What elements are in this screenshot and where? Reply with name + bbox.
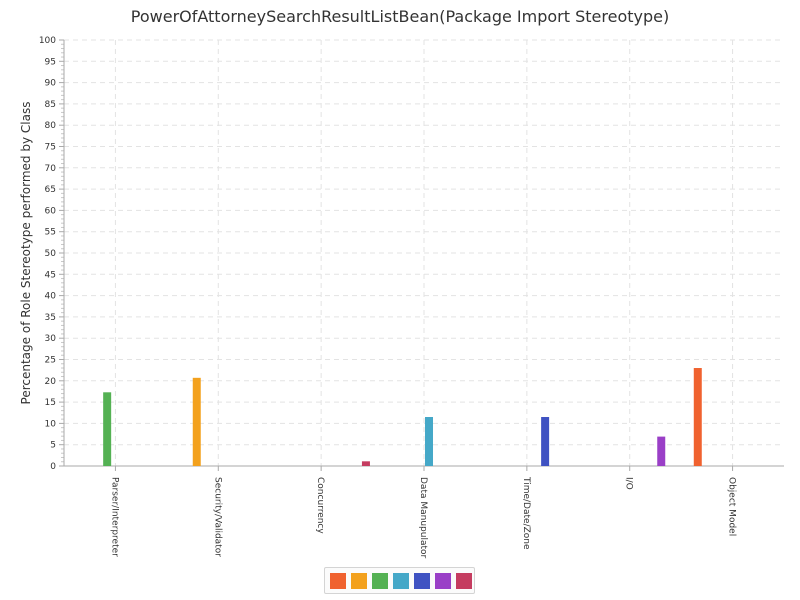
y-tick-label: 15 (45, 398, 56, 408)
y-tick-label: 80 (45, 121, 57, 131)
x-tick-label: Data Manupulator (418, 477, 428, 559)
y-tick-label: 35 (45, 313, 56, 323)
bar (693, 368, 702, 466)
y-tick-label: 10 (45, 419, 57, 429)
y-tick-label: 20 (45, 377, 57, 387)
y-tick-label: 30 (45, 334, 57, 344)
tick-labels: 0 5 10 15 20 25 30 35 40 45 50 55 60 65 70 75 80 85 90 95 10… (39, 36, 737, 559)
bar (361, 461, 370, 466)
x-tick-label: Object Model (727, 477, 737, 536)
legend-swatch (351, 572, 367, 589)
y-tick-label: 65 (45, 185, 56, 195)
legend-swatch (414, 572, 430, 589)
y-tick-label: 5 (50, 441, 56, 451)
y-axis-label: Percentage of Role Stereotype performed … (19, 102, 33, 405)
y-tick-label: 95 (45, 57, 56, 67)
y-tick-label: 0 (50, 462, 56, 472)
y-tick-label: 45 (45, 270, 56, 280)
bar (425, 417, 433, 466)
y-tick-label: 75 (45, 143, 56, 153)
y-tick-label: 40 (45, 292, 57, 302)
legend (324, 567, 475, 594)
bar (103, 392, 112, 466)
x-tick-label: Parser/Interpreter (109, 477, 119, 557)
legend-swatch (372, 572, 388, 589)
bar (657, 436, 666, 466)
bar (192, 377, 201, 466)
gridlines (64, 39, 784, 466)
y-tick-label: 90 (45, 79, 57, 89)
legend-swatch (456, 572, 472, 589)
x-tick-label: Time/Date/Zone (521, 476, 531, 550)
y-tick-label: 70 (45, 164, 57, 174)
x-tick-label: I/O (624, 477, 634, 490)
y-tick-label: 25 (45, 356, 56, 366)
bar (541, 417, 550, 466)
y-tick-label: 100 (39, 36, 56, 46)
legend-swatch (330, 572, 346, 589)
y-tick-label: 85 (45, 100, 56, 110)
axes (59, 39, 784, 471)
chart-title: PowerOfAttorneySearchResultListBean(Pack… (130, 7, 670, 26)
y-tick-label: 50 (45, 249, 57, 259)
y-tick-label: 60 (45, 206, 57, 216)
bars (103, 368, 702, 466)
x-tick-label: Security/Validator (212, 477, 222, 557)
x-tick-label: Concurrency (315, 477, 325, 534)
legend-swatch (393, 572, 409, 589)
legend-swatch (435, 572, 451, 589)
y-tick-label: 55 (45, 228, 56, 238)
